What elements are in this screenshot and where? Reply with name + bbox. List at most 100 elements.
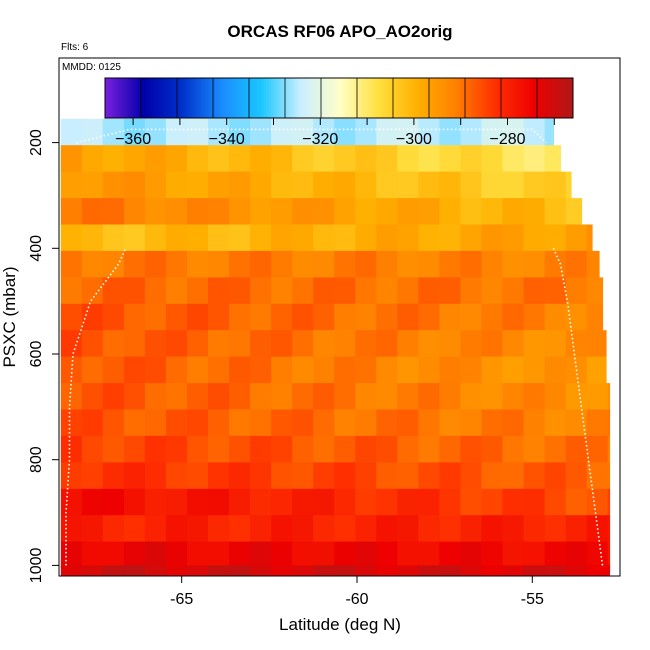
heatmap-cell (208, 277, 230, 305)
heatmap-cell (586, 303, 604, 331)
heatmap-cell (144, 409, 167, 437)
heatmap-cell (523, 224, 546, 252)
heatmap-cell (565, 383, 588, 410)
heatmap-cell (376, 515, 398, 543)
heatmap-cell (565, 250, 588, 278)
colorbar-segment (542, 78, 546, 118)
date-note: MMDD: 0125 (62, 62, 121, 73)
heatmap-cell (250, 462, 272, 490)
heatmap-cell (355, 462, 377, 490)
colorbar-segment (301, 78, 305, 118)
heatmap-cell (418, 435, 440, 463)
heatmap-cell (544, 330, 567, 358)
heatmap-cell (250, 515, 272, 543)
colorbar-segment (336, 78, 340, 118)
y-tick-label: 800 (28, 446, 45, 473)
heatmap-cell (607, 383, 611, 410)
heatmap-cell (165, 118, 188, 146)
colorbar-segment (109, 78, 113, 118)
heatmap-cell (565, 171, 572, 199)
heatmap-cell (355, 488, 377, 516)
heatmap-cell (376, 435, 398, 463)
colorbar-segment (116, 78, 120, 118)
colorbar-segment (289, 78, 293, 118)
heatmap-cell (292, 277, 314, 305)
heatmap-cell (271, 145, 293, 173)
heatmap-cell (334, 303, 356, 331)
colorbar-segment (570, 78, 574, 118)
colorbar-segment (397, 78, 401, 118)
heatmap-cell (187, 118, 209, 146)
heatmap-cell (313, 330, 335, 358)
colorbar-segment (105, 78, 108, 118)
heatmap-cell (208, 409, 230, 437)
heatmap-cell (292, 171, 314, 199)
heatmap-cell (60, 330, 83, 358)
heatmap-cell (229, 356, 251, 384)
heatmap-cell (81, 488, 104, 516)
colorbar-segment (245, 78, 249, 118)
heatmap-cell (165, 303, 188, 331)
heatmap-cell (439, 488, 461, 516)
heatmap-cell (271, 303, 293, 331)
heatmap-cell (586, 330, 607, 358)
colorbar-segment (254, 78, 258, 118)
heatmap-cell (418, 145, 440, 173)
colorbar-segment (149, 78, 153, 118)
heatmap-cell (102, 565, 125, 577)
heatmap-cell (565, 515, 588, 543)
heatmap-cell (229, 224, 251, 252)
heatmap-cell (544, 435, 567, 463)
heatmap-cell (439, 277, 461, 305)
colorbar-segment (189, 78, 192, 118)
chart-title: ORCAS RF06 APO_AO2orig (227, 22, 452, 41)
colorbar-segment (203, 78, 207, 118)
heatmap-cell (60, 356, 83, 384)
heatmap-cell (208, 145, 230, 173)
colorbar-segment (322, 78, 326, 118)
colorbar-segment (236, 78, 239, 118)
heatmap-cell (418, 409, 440, 437)
heatmap-cells (60, 118, 611, 577)
heatmap-cell (355, 171, 377, 199)
colorbar-segment (505, 78, 508, 118)
heatmap-cell (123, 198, 146, 225)
colorbar-segment (219, 78, 223, 118)
colorbar-segment (299, 78, 302, 118)
colorbar-tick-label: −320 (302, 131, 338, 148)
heatmap-cell (502, 488, 525, 516)
heatmap-cell (187, 565, 209, 577)
heatmap-cell (313, 515, 335, 543)
heatmap-cell (271, 198, 293, 225)
heatmap-cell (229, 462, 251, 490)
heatmap-cell (144, 515, 167, 543)
heatmap-cell (460, 515, 483, 543)
heatmap-cell (60, 250, 83, 278)
heatmap-cell (502, 356, 525, 384)
heatmap-cell (144, 488, 167, 516)
heatmap-cell (502, 303, 525, 331)
heatmap-cell (81, 277, 104, 305)
x-axis-label: Latitude (deg N) (279, 615, 401, 634)
colorbar-segment (362, 78, 366, 118)
colorbar-segment (350, 78, 354, 118)
colorbar-segment (477, 78, 480, 118)
flight-track-line-left (65, 247, 127, 566)
heatmap-cell (376, 383, 398, 410)
heatmap-cell (544, 462, 567, 490)
heatmap-cell (397, 462, 419, 490)
heatmap-cell (481, 250, 504, 278)
heatmap-cell (586, 224, 593, 252)
heatmap-cell (81, 515, 104, 543)
heatmap-cell (165, 435, 188, 463)
heatmap-cell (355, 118, 377, 146)
colorbar-segment (495, 78, 499, 118)
heatmap-cell (523, 198, 546, 225)
heatmap-cell (165, 356, 188, 384)
x-tick-label: -65 (170, 591, 193, 608)
colorbar-segment (514, 78, 518, 118)
heatmap-cell (123, 330, 146, 358)
heatmap-cell (187, 198, 209, 225)
heatmap-cell (292, 565, 314, 577)
heatmap-cell (565, 303, 588, 331)
